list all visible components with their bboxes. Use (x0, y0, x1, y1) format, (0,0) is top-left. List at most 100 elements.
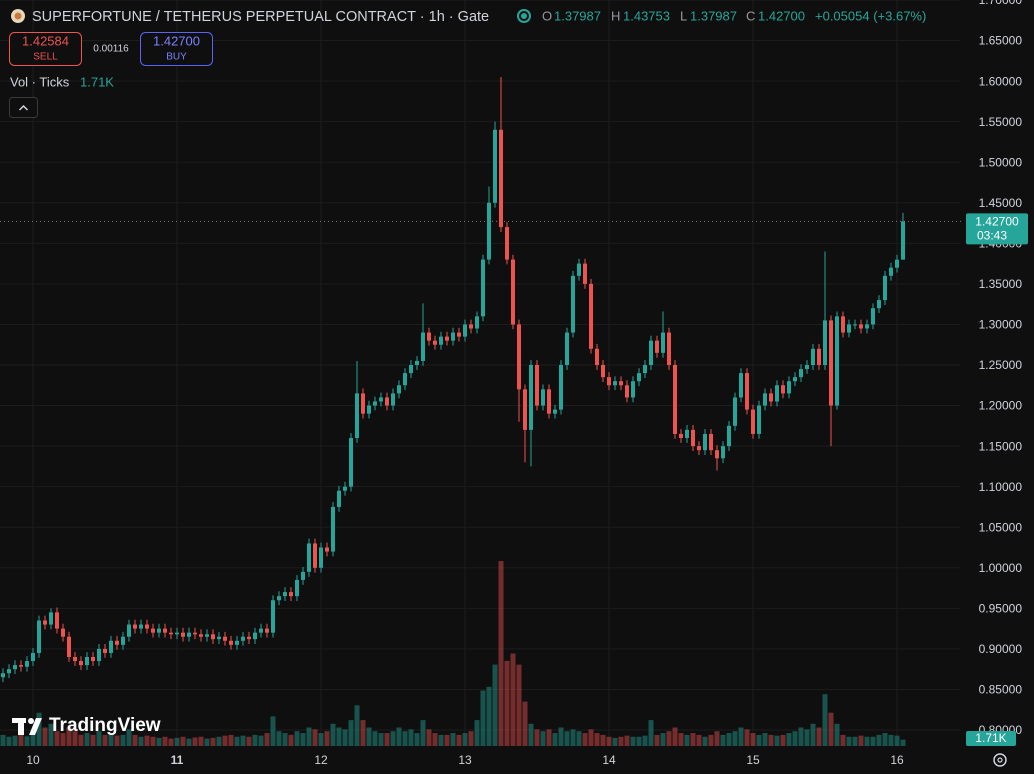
candle-body (709, 433, 713, 451)
candle-body (559, 365, 563, 410)
volume-bar (630, 736, 636, 746)
candle-body (109, 640, 113, 653)
volume-bar (900, 739, 906, 746)
candle-body (859, 324, 863, 329)
buy-button[interactable]: 1.42700 BUY (140, 32, 213, 66)
settings-icon[interactable] (993, 753, 1007, 767)
sell-price[interactable]: 1.42584 (22, 33, 69, 48)
y-tick-label: 1.10000 (979, 480, 1023, 494)
ohlc-key: O (542, 8, 552, 23)
sell-box[interactable] (9, 32, 82, 66)
candle-body (763, 393, 767, 406)
candle-body (757, 405, 761, 434)
volume-bar (24, 736, 30, 746)
candle-body (151, 628, 155, 633)
sell-button[interactable]: 1.42584 SELL (9, 32, 82, 66)
volume-bar (522, 701, 528, 746)
x-tick-label: 12 (314, 753, 328, 767)
volume-bar (96, 731, 102, 746)
volume-bar (588, 729, 594, 746)
candle-body (157, 628, 161, 633)
ohlc-value: 1.42700 (758, 8, 805, 23)
candle-body (415, 360, 419, 365)
volume-bar (90, 734, 96, 746)
volume-bar (738, 727, 744, 746)
volume-bar (558, 727, 564, 746)
volume-bar (768, 734, 774, 746)
candle-body (745, 373, 749, 410)
candle-body (445, 336, 449, 341)
candle-body (565, 332, 569, 365)
volume-bar (72, 731, 78, 746)
candle-body (301, 571, 305, 580)
volume-bar (114, 735, 120, 746)
candle-body (889, 267, 893, 276)
candle-body (793, 377, 797, 382)
watermark-text: TradingView (49, 715, 161, 736)
volume-bar (552, 733, 558, 746)
volume-bar (378, 733, 384, 746)
settings-button[interactable] (993, 753, 1007, 767)
collapse-button[interactable] (9, 97, 38, 118)
volume-bar (312, 729, 318, 746)
volume-bar (348, 720, 354, 746)
volume-bar (408, 729, 414, 746)
candle-body (163, 628, 167, 633)
volume-bar (246, 736, 252, 746)
volume-bar (498, 561, 504, 746)
candle-body (505, 227, 509, 260)
sell-label[interactable]: SELL (33, 52, 58, 63)
y-tick-label: 0.90000 (979, 642, 1023, 656)
collapse-icon[interactable] (18, 104, 29, 111)
buy-box[interactable] (140, 32, 213, 66)
volume-bar (846, 736, 852, 746)
candle-body (235, 640, 239, 645)
volume-bar (816, 727, 822, 746)
volume-bar (156, 737, 162, 746)
candle-body (385, 397, 389, 406)
y-tick-label: 1.70000 (979, 0, 1023, 7)
x-tick-label: 15 (746, 753, 760, 767)
collapse-box[interactable] (9, 97, 38, 118)
candle-body (211, 634, 215, 640)
buy-price[interactable]: 1.42700 (153, 33, 200, 48)
candle-body (133, 624, 137, 629)
volume-bar (330, 723, 336, 746)
candle-body (145, 624, 149, 629)
candle-body (253, 632, 257, 640)
candle-body (379, 397, 383, 402)
volume-bar (432, 733, 438, 746)
candle-body (217, 636, 221, 640)
volume-bar (672, 727, 678, 746)
candle-body (697, 446, 701, 451)
candle-body (343, 486, 347, 491)
candle-body (451, 332, 455, 341)
candle-body (661, 332, 665, 353)
volume-bar (444, 734, 450, 746)
x-tick-label: 10 (26, 753, 40, 767)
y-tick-label: 1.05000 (979, 520, 1023, 534)
buy-label[interactable]: BUY (166, 52, 187, 63)
candle-body (265, 628, 269, 633)
volume-bar (162, 736, 168, 746)
settings-icon-center[interactable] (997, 757, 1003, 763)
volume-bar (792, 731, 798, 746)
volume-bar (54, 731, 60, 746)
volume-bar (450, 733, 456, 746)
candle-body (19, 665, 23, 667)
candle-body (739, 373, 743, 398)
price-pane (1, 77, 905, 683)
volume-pane (0, 561, 906, 746)
volume-bar (576, 731, 582, 746)
candle-body (169, 632, 173, 635)
candle-body (355, 393, 359, 438)
candle-body (139, 624, 143, 629)
volume-bar (756, 734, 762, 746)
candle-body (283, 592, 287, 597)
volume-bar (468, 731, 474, 746)
volume-bar (660, 733, 666, 746)
candle-body (295, 579, 299, 597)
volume-bar (798, 727, 804, 746)
volume-bar (780, 734, 786, 746)
volume-bar (402, 731, 408, 746)
